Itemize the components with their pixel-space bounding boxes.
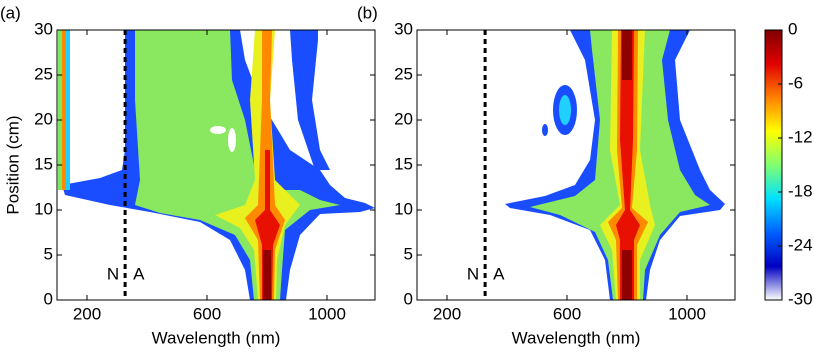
y-tick-label: 15 xyxy=(34,154,53,173)
y-tick-label: 25 xyxy=(34,64,53,83)
x-axis-label: Wavelength (nm) xyxy=(512,328,641,347)
colorbar xyxy=(764,29,783,301)
y-tick-label: 0 xyxy=(404,289,413,308)
y-tick-label: 25 xyxy=(394,64,413,83)
heatmap-b xyxy=(505,30,725,300)
panel-label: (b) xyxy=(357,3,378,22)
y-tick-label: 10 xyxy=(394,199,413,218)
colorbar-tick-label: -24 xyxy=(788,235,813,254)
y-tick-label: 15 xyxy=(394,154,413,173)
colorbar-tick-label: 0 xyxy=(788,19,797,38)
y-tick-label: 20 xyxy=(394,109,413,128)
annotation: A xyxy=(133,264,145,283)
x-tick-label: 600 xyxy=(553,304,581,323)
x-axis-label: Wavelength (nm) xyxy=(152,328,281,347)
y-tick-label: 5 xyxy=(404,244,413,263)
x-tick-label: 1000 xyxy=(668,304,706,323)
y-tick-label: 30 xyxy=(394,19,413,38)
x-tick-label: 200 xyxy=(433,304,461,323)
y-tick-label: 30 xyxy=(34,19,53,38)
y-tick-label: 5 xyxy=(44,244,53,263)
y-tick-label: 0 xyxy=(44,289,53,308)
x-tick-label: 600 xyxy=(193,304,221,323)
colorbar-tick-label: -30 xyxy=(788,289,813,308)
heatmap-a xyxy=(58,30,375,300)
colorbar-tick-label: -18 xyxy=(788,181,813,200)
x-tick-label: 1000 xyxy=(308,304,346,323)
y-axis-label: Position (cm) xyxy=(3,115,22,214)
colorbar-tick-label: -6 xyxy=(788,73,803,92)
colorbar-tick-label: -12 xyxy=(788,127,813,146)
annotation: N xyxy=(107,264,119,283)
annotation: A xyxy=(493,264,505,283)
panel-label: (a) xyxy=(0,3,21,22)
y-tick-label: 10 xyxy=(34,199,53,218)
annotation: N xyxy=(467,264,479,283)
x-tick-label: 200 xyxy=(73,304,101,323)
y-tick-label: 20 xyxy=(34,109,53,128)
